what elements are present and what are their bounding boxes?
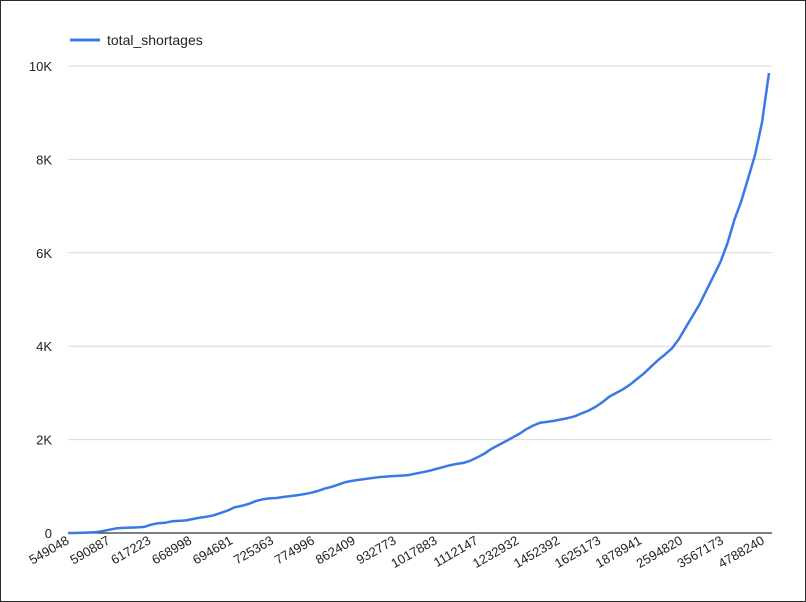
x-tick-label: 4788240: [715, 533, 766, 571]
x-tick-label: 668998: [149, 533, 194, 568]
x-axis-ticks: 5490485908876172236689986946817253637749…: [26, 533, 766, 571]
x-tick-label: 2594820: [634, 533, 685, 571]
y-tick-label: 2K: [36, 433, 52, 448]
y-axis-ticks: 0 2K 4K 6K 8K 10K: [29, 59, 52, 541]
x-tick-label: 1452392: [511, 533, 562, 571]
x-tick-label: 1017883: [388, 533, 439, 571]
legend: total_shortages: [70, 32, 203, 48]
x-tick-label: 862409: [313, 533, 358, 568]
y-tick-label: 4K: [36, 339, 52, 354]
y-tick-label: 6K: [36, 246, 52, 261]
y-tick-label: 8K: [36, 152, 52, 167]
x-tick-label: 1878941: [593, 533, 644, 571]
x-tick-label: 1625173: [552, 533, 603, 571]
series-line-total_shortages: [68, 72, 771, 535]
legend-label: total_shortages: [107, 32, 203, 48]
x-tick-label: 774996: [272, 533, 317, 568]
series-layer: [68, 72, 771, 535]
x-tick-label: 3567173: [675, 533, 726, 571]
y-tick-label: 10K: [29, 59, 52, 74]
x-tick-label: 694681: [190, 533, 235, 568]
x-tick-label: 590887: [67, 533, 112, 568]
x-tick-label: 1232932: [470, 533, 521, 571]
grid-lines: [68, 65, 772, 534]
x-tick-label: 617223: [108, 533, 153, 568]
x-tick-label: 725363: [231, 533, 276, 568]
y-tick-label: 0: [45, 526, 52, 541]
